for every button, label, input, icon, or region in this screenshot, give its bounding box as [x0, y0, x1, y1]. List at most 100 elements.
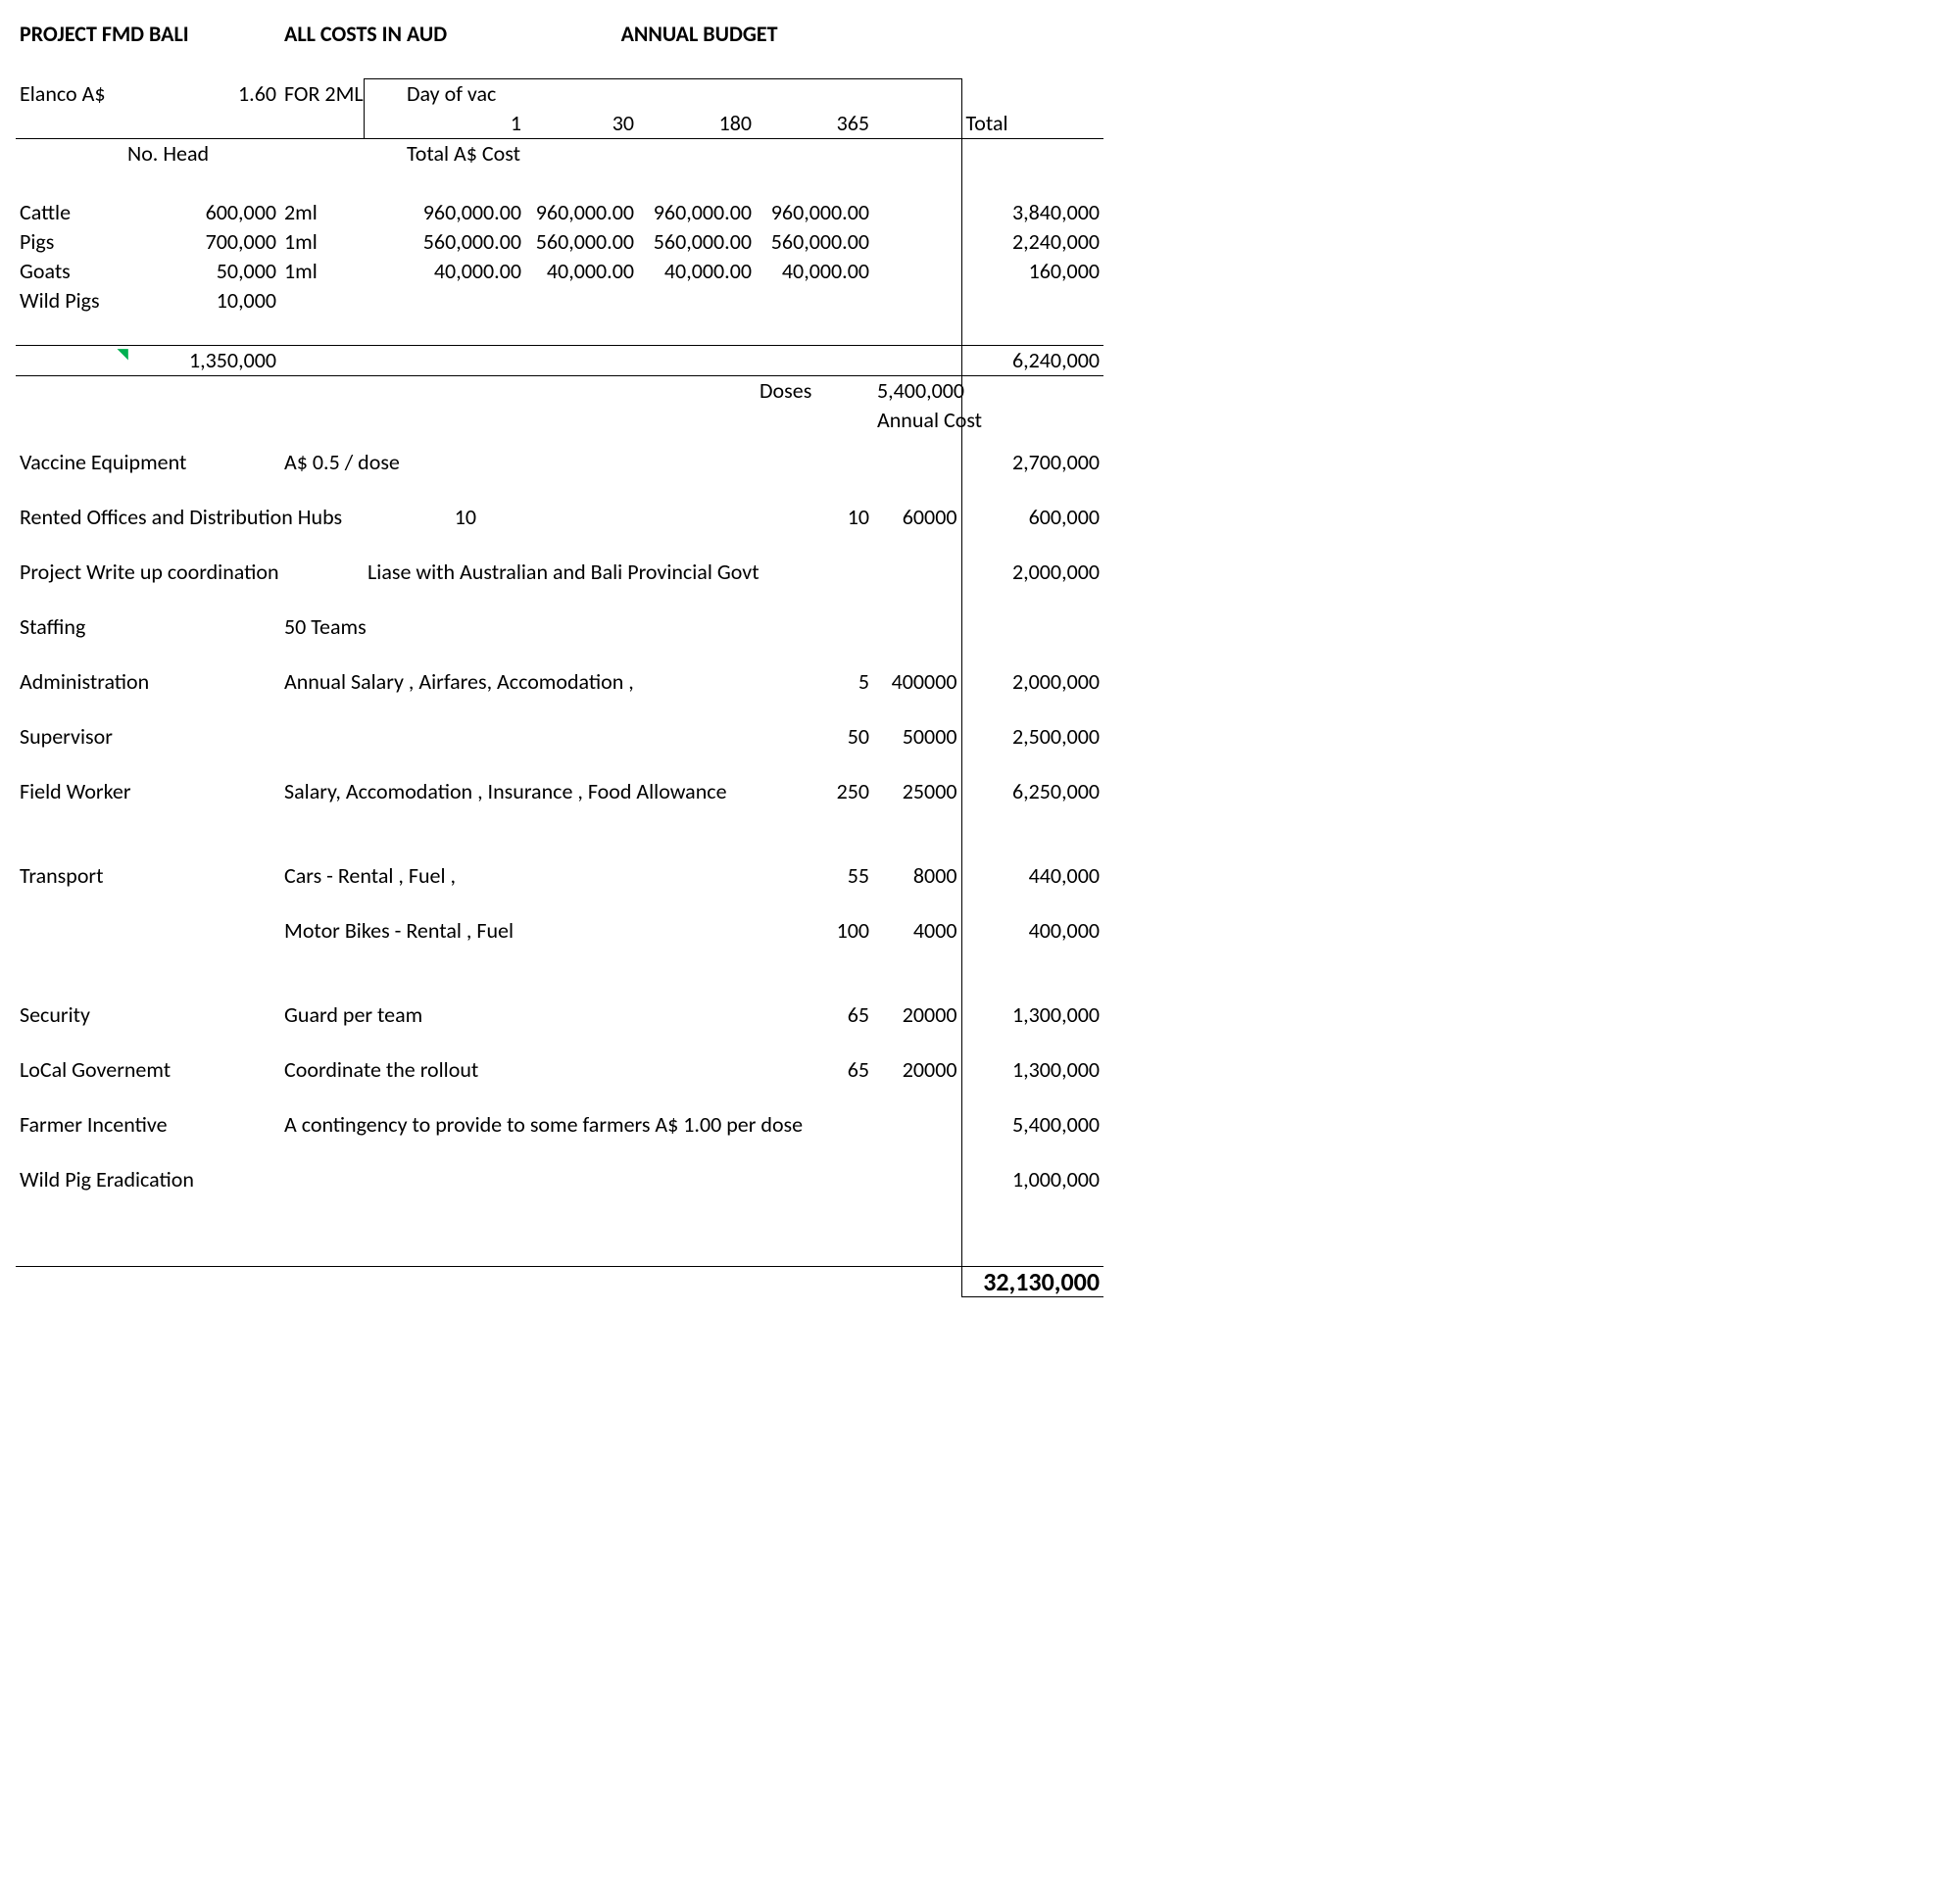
admin-desc: Annual Salary , Airfares, Accomodation ,: [280, 655, 756, 709]
row-offices: Rented Offices and Distribution Hubs 10 …: [16, 490, 1103, 545]
pigs-total: 2,240,000: [961, 227, 1103, 257]
localgov-total: 1,300,000: [961, 1043, 1103, 1097]
writeup-label: Project Write up coordination: [16, 545, 364, 600]
row-wild-pig-eradication: Wild Pig Eradication 1,000,000: [16, 1152, 1103, 1207]
supervisor-rate: 50000: [873, 709, 961, 764]
wild-label: Wild Pigs: [16, 286, 123, 316]
pigs-dose: 1ml: [280, 227, 364, 257]
pigs-label: Pigs: [16, 227, 123, 257]
writeup-total: 2,000,000: [961, 545, 1103, 600]
vaccine-eq-total: 2,700,000: [961, 435, 1103, 490]
wild-head: 10,000: [123, 286, 280, 316]
doses-label: Doses: [756, 376, 873, 407]
row-staffing: Staffing 50 Teams: [16, 600, 1103, 655]
field-rate: 25000: [873, 764, 961, 819]
title-left: PROJECT FMD BALI: [16, 20, 280, 49]
total-a-cost-label: Total A$ Cost: [403, 139, 873, 170]
supervisor-qty: 50: [756, 709, 873, 764]
day-1: 1: [403, 109, 525, 139]
grand-total: 32,130,000: [961, 1267, 1103, 1297]
field-desc: Salary, Accomodation , Insurance , Food …: [280, 764, 756, 819]
field-qty: 250: [756, 764, 873, 819]
row-transport: Transport Cars - Rental , Fuel , 55 8000…: [16, 849, 1103, 903]
goats-dose: 1ml: [280, 257, 364, 286]
goats-head: 50,000: [123, 257, 280, 286]
cattle-head: 600,000: [123, 198, 280, 227]
day-180: 180: [638, 109, 756, 139]
transport-qty: 55: [756, 849, 873, 903]
staffing-label: Staffing: [16, 600, 280, 655]
security-label: Security: [16, 988, 280, 1043]
row-cattle: Cattle 600,000 2ml 960,000.00 960,000.00…: [16, 198, 1103, 227]
cattle-d4: 960,000.00: [756, 198, 873, 227]
bikes-total: 400,000: [961, 903, 1103, 958]
pigs-d4: 560,000.00: [756, 227, 873, 257]
row-supervisor: Supervisor 50 50000 2,500,000: [16, 709, 1103, 764]
cattle-dose: 2ml: [280, 198, 364, 227]
budget-table: PROJECT FMD BALI ALL COSTS IN AUD ANNUAL…: [16, 20, 1103, 1297]
transport-rate: 8000: [873, 849, 961, 903]
wildpig-total: 1,000,000: [961, 1152, 1103, 1207]
farmer-label: Farmer Incentive: [16, 1097, 280, 1152]
field-label: Field Worker: [16, 764, 280, 819]
wildpig-label: Wild Pig Eradication: [16, 1152, 364, 1207]
offices-rate: 60000: [873, 490, 961, 545]
offices-desc: 10: [364, 490, 525, 545]
security-qty: 65: [756, 988, 873, 1043]
row-security: Security Guard per team 65 20000 1,300,0…: [16, 988, 1103, 1043]
title-row: PROJECT FMD BALI ALL COSTS IN AUD ANNUAL…: [16, 20, 1103, 49]
goats-d3: 40,000.00: [638, 257, 756, 286]
cattle-d1: 960,000.00: [403, 198, 525, 227]
sum-total: 6,240,000: [961, 346, 1103, 376]
pigs-head: 700,000: [123, 227, 280, 257]
localgov-label: LoCal Governemt: [16, 1043, 280, 1097]
supervisor-total: 2,500,000: [961, 709, 1103, 764]
elanco-rate: 1.60: [123, 79, 280, 110]
bikes-rate: 4000: [873, 903, 961, 958]
no-head-label: No. Head: [123, 139, 280, 170]
staffing-desc: 50 Teams: [280, 600, 873, 655]
security-desc: Guard per team: [280, 988, 756, 1043]
row-bikes: Motor Bikes - Rental , Fuel 100 4000 400…: [16, 903, 1103, 958]
for-2ml: FOR 2ML: [280, 79, 364, 110]
admin-label: Administration: [16, 655, 280, 709]
day-30: 30: [525, 109, 638, 139]
farmer-desc: A contingency to provide to some farmers…: [280, 1097, 873, 1152]
security-total: 1,300,000: [961, 988, 1103, 1043]
budget-sheet: PROJECT FMD BALI ALL COSTS IN AUD ANNUAL…: [16, 20, 1103, 1297]
annual-cost-label: Annual Cost: [873, 406, 961, 435]
pigs-d2: 560,000.00: [525, 227, 638, 257]
offices-total: 600,000: [961, 490, 1103, 545]
row-writeup: Project Write up coordination Liase with…: [16, 545, 1103, 600]
offices-qty: 10: [756, 490, 873, 545]
day-of-vac-label: Day of vac: [403, 79, 961, 110]
bikes-qty: 100: [756, 903, 873, 958]
row-pigs: Pigs 700,000 1ml 560,000.00 560,000.00 5…: [16, 227, 1103, 257]
transport-desc: Cars - Rental , Fuel ,: [280, 849, 756, 903]
goats-d4: 40,000.00: [756, 257, 873, 286]
total-header: Total: [961, 109, 1103, 139]
day-365: 365: [756, 109, 873, 139]
admin-qty: 5: [756, 655, 873, 709]
row-admin: Administration Annual Salary , Airfares,…: [16, 655, 1103, 709]
farmer-total: 5,400,000: [961, 1097, 1103, 1152]
cattle-total: 3,840,000: [961, 198, 1103, 227]
field-total: 6,250,000: [961, 764, 1103, 819]
pigs-d3: 560,000.00: [638, 227, 756, 257]
vaccine-eq-desc: A$ 0.5 / dose: [280, 435, 873, 490]
bikes-desc: Motor Bikes - Rental , Fuel: [280, 903, 756, 958]
elanco-label: Elanco A$: [16, 79, 123, 110]
writeup-desc: Liase with Australian and Bali Provincia…: [364, 545, 873, 600]
offices-label: Rented Offices and Distribution Hubs: [16, 490, 364, 545]
goats-d1: 40,000.00: [403, 257, 525, 286]
localgov-qty: 65: [756, 1043, 873, 1097]
pigs-d1: 560,000.00: [403, 227, 525, 257]
goats-label: Goats: [16, 257, 123, 286]
admin-total: 2,000,000: [961, 655, 1103, 709]
row-field-worker: Field Worker Salary, Accomodation , Insu…: [16, 764, 1103, 819]
sum-head: 1,350,000: [123, 346, 280, 376]
localgov-desc: Coordinate the rollout: [280, 1043, 756, 1097]
doses-value: 5,400,000: [873, 376, 961, 407]
title-mid: ALL COSTS IN AUD: [280, 20, 525, 49]
transport-total: 440,000: [961, 849, 1103, 903]
